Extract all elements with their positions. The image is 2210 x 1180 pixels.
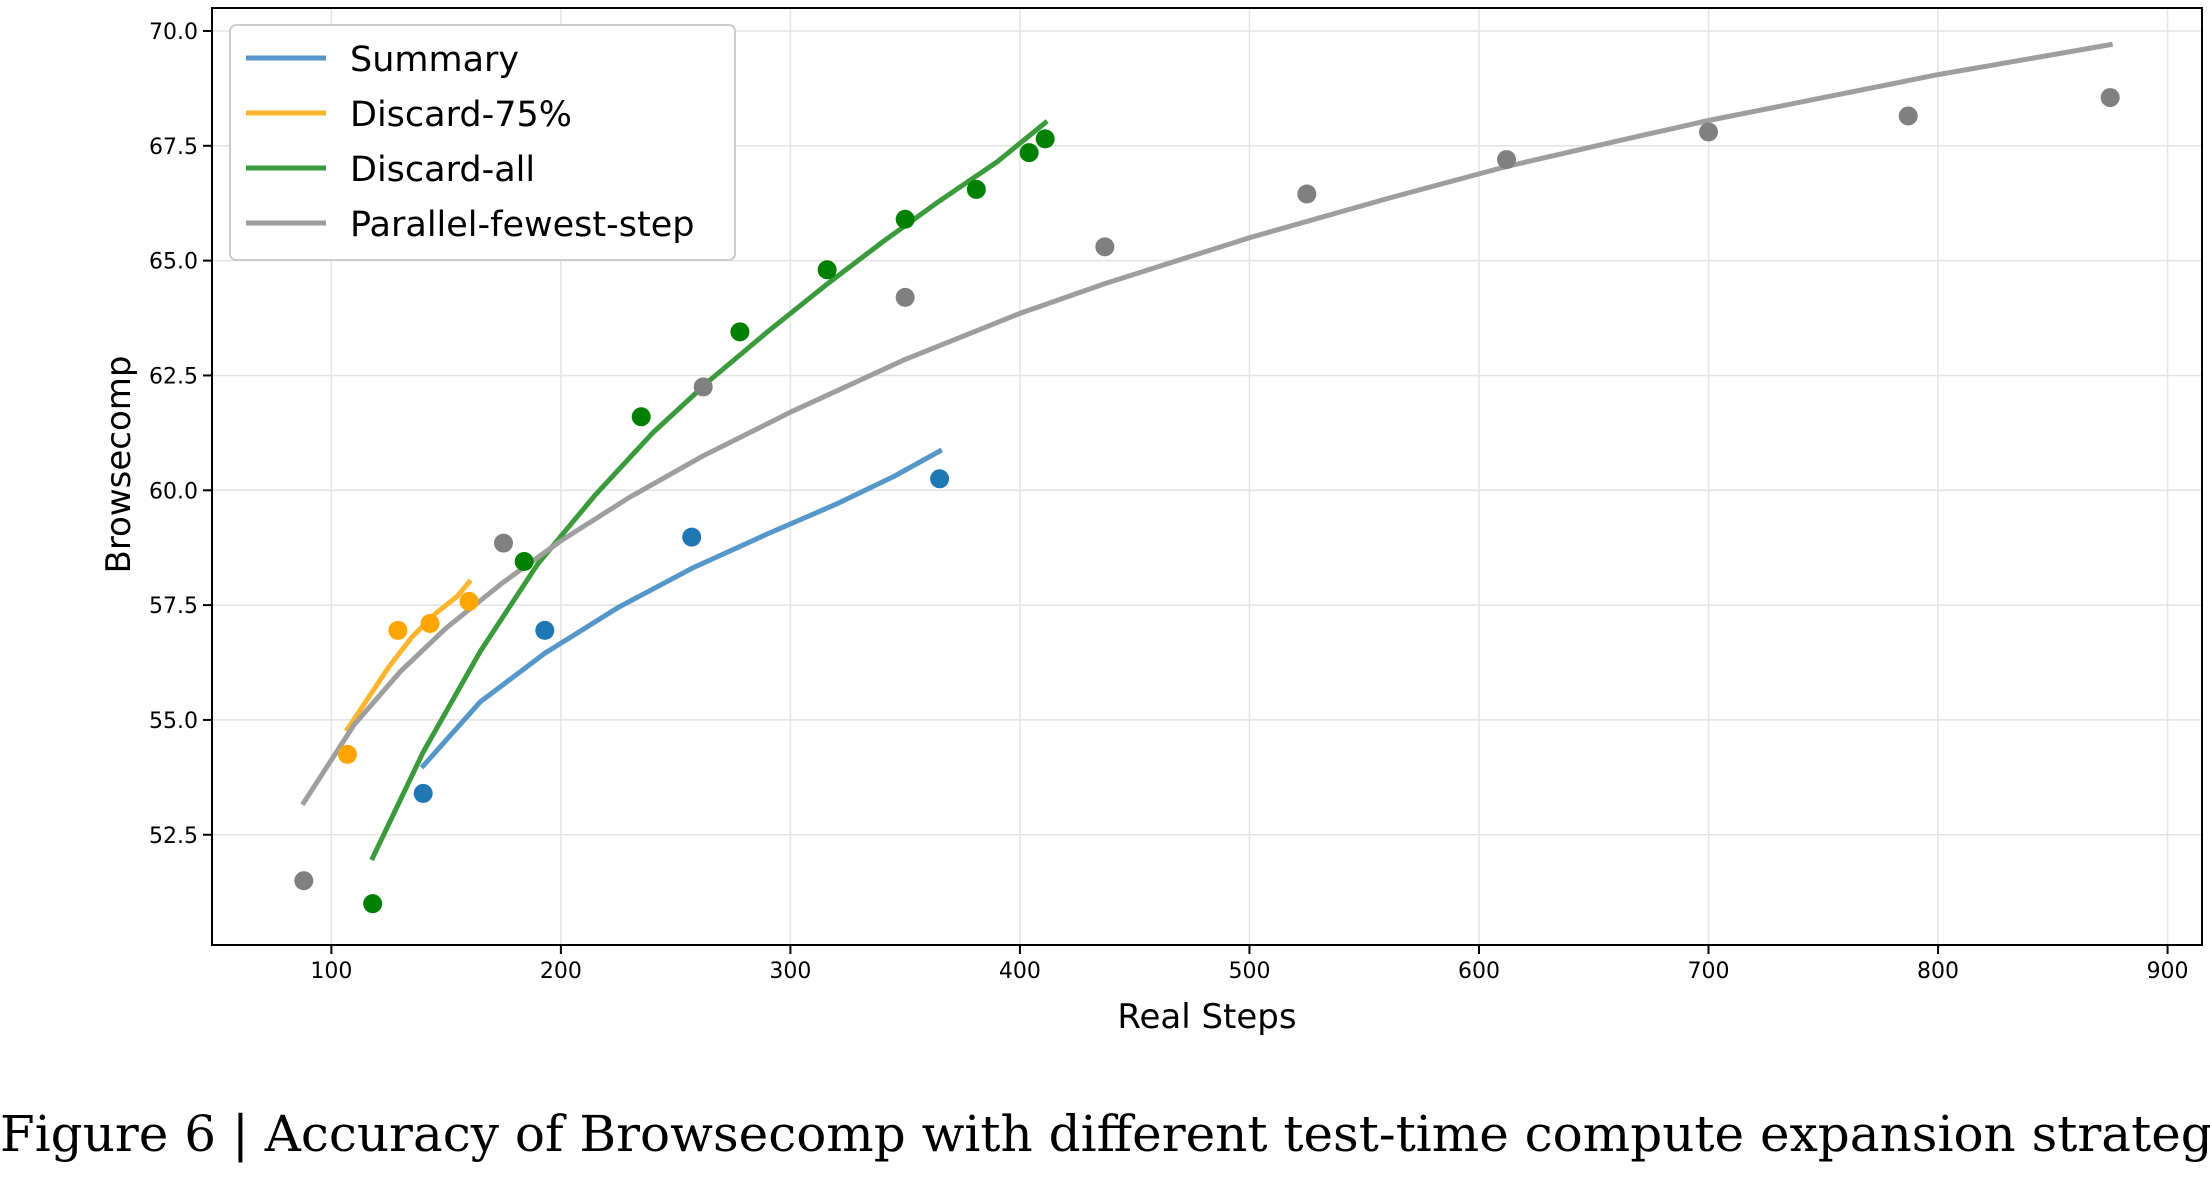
data-point [1095,237,1115,257]
data-points [294,88,2120,914]
legend-label: Summary [350,40,519,80]
plot-frame [211,7,2203,946]
x-tick-label: 600 [1458,959,1500,984]
data-point [459,591,479,611]
data-point [1035,129,1055,149]
fit-line-2 [369,119,1049,862]
data-point [631,407,651,427]
x-tick-label: 900 [2147,959,2189,984]
data-point [693,377,713,397]
fit-line-1 [343,578,473,733]
data-point [895,209,915,229]
data-point [730,322,750,342]
y-tick-label: 60.0 [149,479,198,504]
legend-label: Parallel-fewest-step [350,205,694,245]
grid-lines [212,8,2202,945]
fit-line-0 [419,447,943,770]
data-point [337,744,357,764]
y-tick-label: 65.0 [149,250,198,275]
data-point [294,871,314,891]
x-tick-label: 100 [310,959,352,984]
data-point [413,783,433,803]
y-tick-label: 70.0 [149,20,198,45]
fit-lines [300,41,2114,862]
figure-caption: Figure 6 | Accuracy of Browsecomp with d… [0,1105,2210,1163]
y-tick-label: 57.5 [149,594,198,619]
data-point [388,620,408,640]
data-point [514,551,534,571]
data-point [895,287,915,307]
y-tick-label: 67.5 [149,135,198,160]
x-tick-label: 700 [1688,959,1730,984]
legend: Summary Discard-75% Discard-all Parallel-fe… [229,24,736,261]
y-tick-label: 62.5 [149,364,198,389]
browsecomp-chart: 100 200 300 400 500 600 700 800 900 52.5 55.0 57.5 6… [99,7,2203,1037]
legend-box [229,24,736,261]
data-point [1297,184,1317,204]
y-axis-title: Browsecomp [99,356,139,574]
data-point [1699,122,1719,142]
x-tick-label: 400 [999,959,1041,984]
data-point [817,260,837,280]
y-tick-label: 55.0 [149,709,198,734]
x-tick-label: 500 [1228,959,1270,984]
legend-label: Discard-75% [350,95,572,135]
data-point [966,179,986,199]
data-point [1898,106,1918,126]
fit-line-3 [300,41,2114,807]
y-tick-label: 52.5 [149,824,198,849]
data-point [682,527,702,547]
data-point [420,613,440,633]
data-point [535,620,555,640]
data-point [930,469,950,489]
x-axis-title: Real Steps [1117,997,1296,1037]
axis-ticks: 100 200 300 400 500 600 700 800 900 52.5 55.0 57.5 6… [149,20,2189,984]
x-tick-label: 200 [540,959,582,984]
data-point [1497,150,1517,170]
data-point [1019,143,1039,163]
data-point [493,533,513,553]
x-tick-label: 800 [1917,959,1959,984]
x-tick-label: 300 [769,959,811,984]
legend-label: Discard-all [350,150,535,190]
data-point [2100,88,2120,108]
data-point [363,894,383,914]
